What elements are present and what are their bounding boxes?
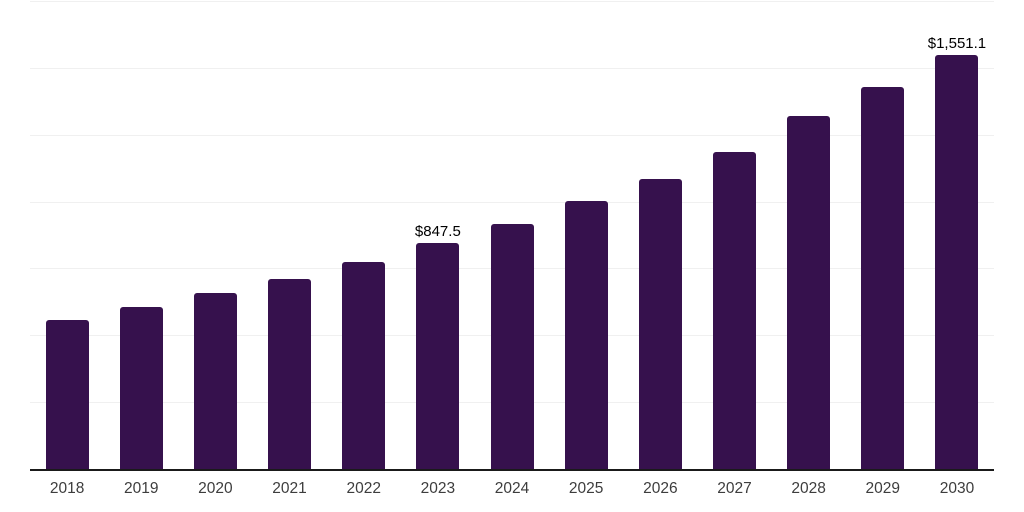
value-label-2023: $847.5 bbox=[414, 223, 461, 241]
bar-2020 bbox=[193, 293, 237, 470]
x-tick-2028: 2028 bbox=[791, 480, 826, 497]
plot-area: $847.5 $1,551.1 bbox=[30, 1, 994, 471]
x-tick-2020: 2020 bbox=[198, 480, 233, 497]
x-axis-labels: 2018 2019 2020 2021 2022 2023 2024 2025 2026 2027… bbox=[30, 478, 994, 500]
bar-series: $847.5 $1,551.1 bbox=[30, 2, 994, 470]
bar-2021 bbox=[268, 278, 312, 470]
x-tick-2025: 2025 bbox=[568, 480, 604, 497]
bar-column-2030: $1,551.1 bbox=[920, 2, 994, 470]
bar-column-2022 bbox=[327, 2, 401, 470]
bar-2030 bbox=[935, 55, 979, 470]
bar-2024 bbox=[490, 223, 534, 470]
x-tick-2026: 2026 bbox=[643, 480, 678, 497]
gridline-1000 bbox=[30, 201, 994, 203]
bar-column-2019 bbox=[104, 2, 178, 470]
bar-column-2026 bbox=[623, 2, 697, 470]
x-tick-2029: 2029 bbox=[865, 480, 901, 497]
x-tick-2023: 2023 bbox=[420, 480, 456, 497]
x-tick-2030: 2030 bbox=[939, 480, 975, 497]
x-tick-2027: 2027 bbox=[717, 480, 752, 497]
bar-column-2028 bbox=[772, 2, 846, 470]
bar-2022 bbox=[342, 261, 386, 470]
bar-column-2021 bbox=[252, 2, 326, 470]
bar-2027 bbox=[712, 151, 756, 470]
x-axis-line bbox=[30, 469, 994, 471]
bar-2028 bbox=[787, 115, 831, 470]
bar-2019 bbox=[119, 307, 163, 470]
gridline-1500 bbox=[30, 67, 994, 69]
gridline-1250 bbox=[30, 134, 994, 136]
bar-column-2025 bbox=[549, 2, 623, 470]
x-tick-2019: 2019 bbox=[123, 480, 159, 497]
bar-2023 bbox=[416, 243, 460, 470]
gridline-1750 bbox=[30, 1, 994, 2]
bar-2025 bbox=[564, 200, 608, 470]
bar-column-2024 bbox=[475, 2, 549, 470]
bar-2029 bbox=[861, 87, 905, 470]
bar-2018 bbox=[45, 319, 89, 470]
x-tick-2018: 2018 bbox=[49, 480, 85, 497]
x-tick-2024: 2024 bbox=[494, 480, 530, 497]
x-tick-2021: 2021 bbox=[272, 480, 307, 497]
bar-column-2029 bbox=[846, 2, 920, 470]
bar-2026 bbox=[638, 178, 682, 470]
bar-column-2027 bbox=[697, 2, 771, 470]
value-label-2030: $1,551.1 bbox=[927, 35, 987, 53]
x-tick-2022: 2022 bbox=[346, 480, 381, 497]
bar-column-2018 bbox=[30, 2, 104, 470]
bar-column-2020 bbox=[178, 2, 252, 470]
bar-column-2023: $847.5 bbox=[401, 2, 475, 470]
